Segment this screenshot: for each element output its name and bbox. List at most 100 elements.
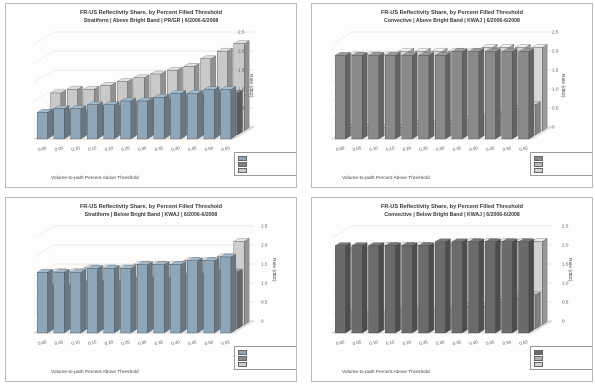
bar	[53, 108, 65, 140]
bar-side	[197, 257, 203, 334]
x-tick-label: 0.45	[188, 339, 198, 346]
x-tick-label: 0.45	[486, 339, 496, 346]
bar-side	[130, 97, 136, 140]
x-tick-label: 0.00	[336, 145, 346, 152]
x-tick-label: 0.25	[121, 145, 131, 152]
bar	[334, 245, 346, 334]
bar	[351, 245, 363, 334]
chart-subtitle: Stratiform | Above Bright Band | PR/GR |…	[83, 18, 219, 24]
x-tick-label: 0.10	[369, 339, 379, 346]
x-axis-title: Volume-to-path Percent Above Threshold	[342, 176, 430, 181]
x-tick-label: 0.15	[88, 145, 98, 152]
bar	[468, 51, 480, 140]
bar-side	[535, 101, 541, 136]
y-tick-label: 2.0	[552, 49, 559, 54]
bar	[434, 241, 446, 334]
bar	[468, 241, 480, 334]
bar-side	[214, 86, 220, 140]
y-tick-label: 1.5	[552, 68, 559, 73]
chart-legend	[234, 152, 296, 176]
bar-side	[445, 238, 451, 334]
bar	[86, 104, 98, 140]
x-tick-label: 0.10	[71, 145, 81, 152]
x-tick-label: 0.35	[452, 339, 462, 346]
x-tick-label: 0.35	[154, 339, 164, 346]
bar-side	[478, 238, 484, 334]
x-tick-label: 0.05	[352, 339, 362, 346]
x-tick-label: 0.50	[502, 339, 512, 346]
bar-side	[47, 268, 53, 334]
y-tick-label: 1.5	[238, 68, 245, 73]
gridline-side	[33, 69, 55, 83]
bar	[220, 256, 232, 334]
gridline-side	[33, 88, 55, 102]
bar-side	[237, 268, 243, 330]
y-tick-label: 0	[552, 125, 555, 130]
y-tick-label: 2.5	[552, 30, 559, 35]
bar	[36, 112, 48, 140]
chart-title: FR-US Reflectivity Share, by Percent Fil…	[380, 10, 524, 16]
y-tick-label: 2.0	[238, 49, 245, 54]
bar-side	[542, 238, 548, 326]
x-tick-label: 0.55	[221, 339, 231, 346]
x-tick-label: 0.00	[336, 339, 346, 346]
bar-side	[147, 97, 153, 140]
bar	[418, 55, 430, 140]
chart-panel-bottom-left: FR-US Reflectivity Share, by Percent Fil…	[5, 197, 297, 382]
bar	[418, 245, 430, 334]
bar-side	[462, 238, 468, 334]
x-tick-label: 0.50	[502, 145, 512, 152]
x-tick-label: 0.10	[71, 339, 81, 346]
bar-side	[147, 261, 153, 334]
bar-side	[197, 90, 203, 140]
x-tick-label: 0.30	[436, 339, 446, 346]
bar-side	[535, 291, 541, 330]
bar-side	[445, 52, 451, 140]
x-tick-label: 0.35	[452, 145, 462, 152]
bar	[70, 272, 82, 334]
x-tick-label: 0.05	[54, 145, 64, 152]
bar-side	[478, 48, 484, 140]
gridline-side	[33, 244, 55, 258]
chart-plot: 0 0.5 1.0 1.5 2.0 2.5 0.00 0.05 0.10 0.15 0.20 0.25…	[331, 224, 569, 346]
bar	[186, 260, 198, 334]
bar	[103, 104, 115, 140]
x-axis-title: Volume-to-path Percent Above Threshold	[342, 370, 430, 375]
bar	[170, 264, 182, 334]
chart-subtitle: Stratiform | Below Bright Band | KWAJ | …	[84, 212, 218, 218]
bar	[203, 260, 215, 334]
bar-side	[412, 242, 418, 334]
bar-side	[512, 238, 518, 334]
y-tick-label: 2.0	[261, 243, 268, 248]
x-axis-title: Volume-to-path Percent Above Threshold	[51, 370, 139, 375]
bar-side	[378, 52, 384, 140]
x-tick-label: 0.40	[171, 339, 181, 346]
bar	[120, 268, 132, 334]
x-tick-label: 0.25	[419, 339, 429, 346]
x-tick-label: 0.55	[519, 145, 529, 152]
bar-side	[462, 48, 468, 140]
y-tick-label: 2.5	[261, 224, 268, 229]
x-tick-label: 0.15	[386, 145, 396, 152]
x-tick-label: 0.10	[369, 145, 379, 152]
y-tick-label: 2.5	[562, 224, 569, 229]
chart-panel-bottom-right: FR-US Reflectivity Share, by Percent Fil…	[311, 197, 593, 382]
x-tick-label: 0.35	[154, 145, 164, 152]
gridline-side	[33, 31, 55, 45]
bar	[368, 55, 380, 140]
bar-side	[528, 238, 534, 334]
x-tick-label: 0.20	[402, 145, 412, 152]
bar-side	[80, 105, 86, 140]
y-tick-label: 0.5	[552, 106, 559, 111]
chart-subtitle: Convective | Above Bright Band | KWAJ | …	[384, 18, 520, 24]
bar	[136, 264, 148, 334]
bar	[384, 55, 396, 140]
bar	[401, 55, 413, 140]
bar	[86, 268, 98, 334]
chart-canvas: 0 0.5 1.0 1.5 2.0 2.5 0.00 0.05 0.10 0.15 0.20 0.25…	[331, 30, 559, 152]
gridline-side	[33, 225, 55, 239]
bar	[203, 89, 215, 140]
bar	[451, 241, 463, 334]
bar	[136, 100, 148, 140]
x-tick-label: 0.15	[386, 339, 396, 346]
